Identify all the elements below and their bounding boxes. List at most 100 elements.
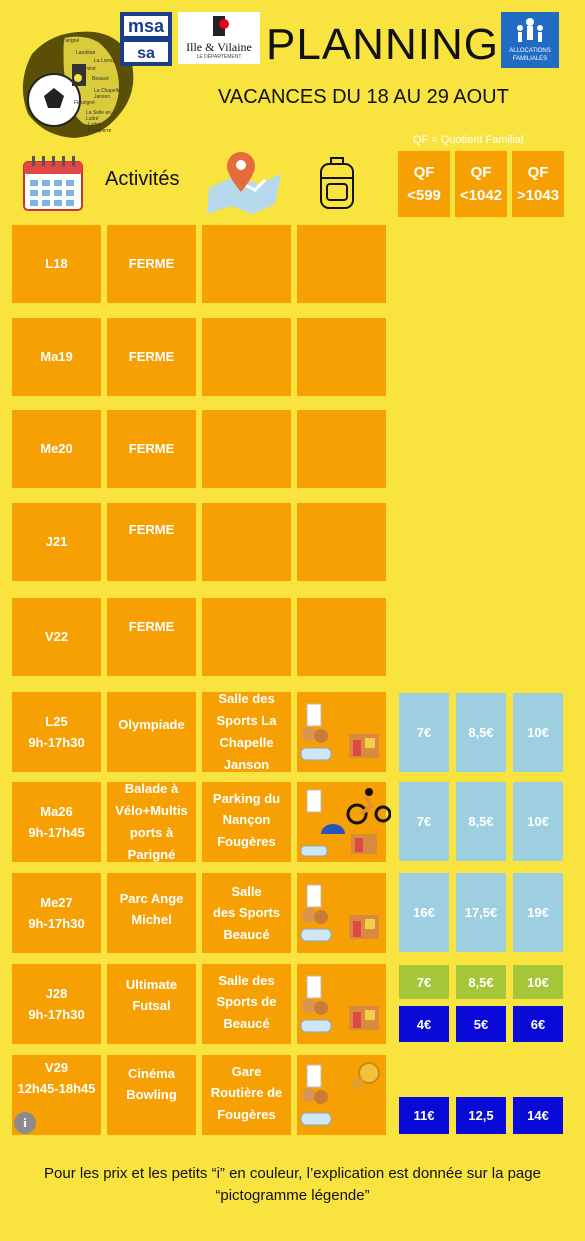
- map-town-label: La Chapelle Janson: [94, 88, 121, 100]
- qf-header-range: <1042: [459, 187, 503, 204]
- ille-vilaine-title: Ille & Vilaine: [186, 40, 252, 54]
- page-subtitle: VACANCES DU 18 AU 29 AOUT: [218, 86, 509, 108]
- qf-note: QF = Quotient Familial: [413, 134, 524, 146]
- bike-helmet-snack-icon: [300, 788, 391, 857]
- activity-line: Michel: [131, 912, 172, 928]
- qf-header-3: QF >1043: [512, 151, 564, 217]
- place-cell: [202, 503, 291, 581]
- qf-header-label: QF: [527, 163, 549, 181]
- day-cell: Ma26 9h-17h45: [12, 782, 101, 862]
- activity-cell: FERME: [107, 598, 196, 676]
- msa-logo: msa sa: [120, 12, 172, 66]
- hours-label: 9h-17h30: [28, 1007, 85, 1022]
- map-town-label: Luitré Dompierre: [88, 122, 112, 134]
- equipment-cell: [297, 1055, 386, 1135]
- place-cell: Salle des Sports Beaucé: [202, 873, 291, 953]
- place-cell: Parking du Nançon Fougères: [202, 782, 291, 862]
- qf-header-range: <599: [407, 187, 441, 204]
- place-line: Gare: [231, 1064, 262, 1079]
- day-cell: Ma19: [12, 318, 101, 396]
- place-cell: Gare Routière de Fougères: [202, 1055, 291, 1135]
- activity-cell: Ultimate Futsal: [107, 964, 196, 1044]
- price-qf1: 7€: [399, 965, 449, 999]
- place-line: des Sports: [212, 905, 281, 921]
- activity-cell: Balade à Vélo+Multis ports à Parigné: [107, 781, 196, 862]
- activity-cell: Parc Ange Michel: [107, 873, 196, 953]
- snack-drink-icon: [300, 975, 379, 1033]
- map-town-label: La Loroux: [94, 58, 117, 64]
- map-town-label: La Selle en Luitré: [86, 110, 112, 122]
- backpack-icon: [317, 154, 357, 212]
- place-line: Salle des: [218, 973, 275, 988]
- equipment-cell: [297, 225, 386, 303]
- info-icon[interactable]: i: [14, 1112, 36, 1134]
- snack-drink-icon: [300, 703, 379, 761]
- price-qf3: 10€: [513, 782, 563, 861]
- place-cell: [202, 410, 291, 488]
- day-cell: Me20: [12, 410, 101, 488]
- ille-vilaine-subtitle: LE DÉPARTEMENT: [196, 54, 242, 60]
- day-label: Ma26: [40, 803, 73, 819]
- activity-line: Balade à: [124, 780, 179, 796]
- place-line: Beaucé: [223, 1015, 270, 1031]
- caf-label-2: FAMILIALES: [512, 56, 548, 62]
- snack-coins-icon: [300, 1062, 380, 1126]
- price-extra-qf1: 4€: [399, 1006, 449, 1042]
- footer-line-2: “pictogramme légende”: [215, 1186, 370, 1204]
- activity-line: Bowling: [126, 1087, 177, 1103]
- equipment-cell: [297, 318, 386, 396]
- activities-label: Activités: [105, 168, 180, 190]
- activity-cell: Cinéma Bowling: [107, 1055, 196, 1135]
- price-qf1: 16€: [399, 873, 449, 952]
- price-qf3: 10€: [513, 965, 563, 999]
- place-line: Routière de: [210, 1085, 283, 1101]
- day-label: L25: [45, 713, 68, 729]
- qf-header-2: QF <1042: [455, 151, 507, 217]
- place-cell: [202, 225, 291, 303]
- place-line: Fougères: [217, 1106, 276, 1122]
- territory-map-logo: Parigné Landéan La Loroux Lagniné Beaucé…: [14, 24, 140, 144]
- equipment-cell: [297, 873, 386, 953]
- map-town-label: Parigné: [62, 38, 80, 44]
- place-line: Chapelle: [219, 735, 274, 750]
- place-line: Nançon: [222, 812, 271, 828]
- place-line: Janson: [223, 757, 270, 773]
- day-cell: J28 9h-17h30: [12, 964, 101, 1044]
- activity-cell: FERME: [107, 503, 196, 581]
- page-title: PLANNING: [266, 20, 499, 69]
- price-qf1: 11€: [399, 1097, 449, 1134]
- map-town-label: Beaucé: [92, 76, 109, 82]
- day-label: Me27: [40, 894, 73, 910]
- activity-cell: Olympiade: [107, 692, 196, 772]
- price-qf2: 12,5: [456, 1097, 506, 1134]
- day-label: V29: [44, 1060, 69, 1075]
- snack-drink-icon: [300, 884, 379, 942]
- equipment-cell: [297, 598, 386, 676]
- day-cell: L18: [12, 225, 101, 303]
- place-line: Sports La: [216, 712, 277, 728]
- ille-vilaine-logo: Ille & Vilaine LE DÉPARTEMENT: [178, 12, 260, 64]
- activity-line: Cinéma: [128, 1066, 175, 1081]
- hours-label: 9h-17h30: [28, 916, 85, 931]
- price-qf3: 10€: [513, 693, 563, 772]
- price-qf1: 7€: [399, 782, 449, 861]
- place-line: Beaucé: [223, 926, 270, 942]
- hours-label: 12h45-18h45: [17, 1081, 96, 1097]
- place-line: Fougères: [217, 833, 276, 849]
- footer-line-1: Pour les prix et les petits “i” en coule…: [44, 1165, 541, 1182]
- price-qf2: 8,5€: [456, 782, 506, 861]
- place-cell: [202, 318, 291, 396]
- price-qf2: 8,5€: [456, 965, 506, 999]
- place-cell: Salle des Sports La Chapelle Janson: [202, 691, 291, 772]
- equipment-cell: [297, 964, 386, 1044]
- equipment-cell: [297, 503, 386, 581]
- day-cell: V22: [12, 598, 101, 676]
- map-town-label: Landéan: [76, 50, 96, 56]
- footer-note: Pour les prix et les petits “i” en coule…: [0, 1163, 585, 1207]
- caf-logo: ALLOCATIONS FAMILIALES: [501, 12, 559, 68]
- map-pin-icon: [205, 150, 283, 216]
- equipment-cell: [297, 410, 386, 488]
- activity-line: Vélo+Multis: [115, 802, 188, 818]
- price-qf3: 19€: [513, 873, 563, 952]
